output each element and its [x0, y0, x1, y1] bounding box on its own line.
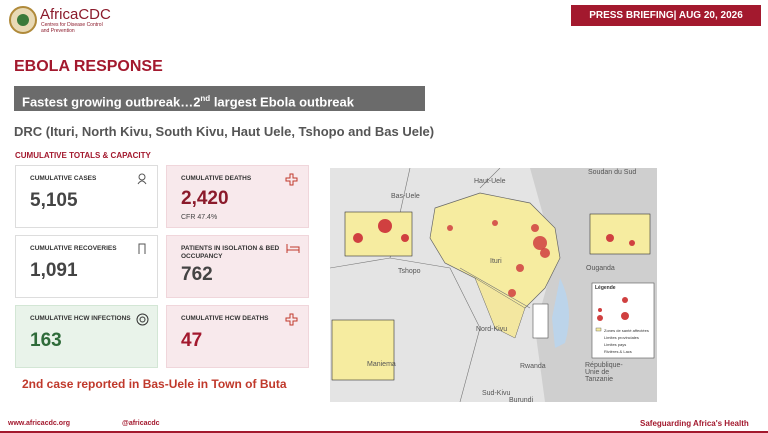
map-label: Soudan du Sud [588, 169, 637, 176]
section: CUMULATIVE TOTALS & CAPACITY [15, 151, 151, 160]
card: CUMULATIVE HCW DEATHS 47 [166, 305, 309, 368]
map-label: République-Unie de Tanzanie [585, 362, 623, 383]
map-label: Rwanda [520, 363, 546, 370]
card: CUMULATIVE HCW INFECTIONS 163 [15, 305, 158, 368]
legend-item: Zones de santé affectées [604, 328, 649, 333]
icon [285, 173, 298, 186]
banner: Fastest growing outbreak…2nd largest Ebo… [14, 86, 425, 111]
card-value: 2,420 [181, 188, 229, 209]
legend-item: Limites pays [604, 342, 627, 347]
card: CUMULATIVE RECOVERIES 1,091 [15, 235, 158, 298]
logo-name: AfricaCDC [40, 6, 111, 23]
title: EBOLA RESPONSE [14, 58, 163, 75]
map-label: Maniema [367, 361, 396, 368]
card-label: CUMULATIVE DEATHS [181, 175, 252, 182]
card-note: CFR 47.4% [181, 214, 218, 221]
social: @africacdc [122, 420, 160, 427]
card-value: 762 [181, 264, 213, 285]
logo-sub: Centres for Disease Control and Preventi… [41, 22, 103, 34]
map-label: Ouganda [586, 265, 615, 272]
card-label: CUMULATIVE HCW INFECTIONS [30, 315, 131, 322]
map-label: Haut-Uele [474, 178, 506, 185]
map-label: Bas-Uele [391, 193, 420, 200]
card-label: PATIENTS IN ISOLATION & BED OCCUPANCY [181, 245, 280, 260]
map-label: Nord-Kivu [476, 326, 508, 333]
legend-item: Rivières & Lacs [604, 349, 632, 354]
card-label: CUMULATIVE RECOVERIES [30, 245, 117, 252]
map [330, 168, 657, 402]
card-label: CUMULATIVE HCW DEATHS [181, 315, 269, 322]
banner-text: Fastest growing outbreak…2 [22, 94, 201, 110]
legend-item: Limites provinciales [604, 335, 639, 340]
map-label: Burundi [509, 397, 534, 404]
card: PATIENTS IN ISOLATION & BED OCCUPANCY 762 [166, 235, 309, 298]
note: 2nd case reported in Bas-Uele in Town of… [22, 377, 287, 391]
map-label: Tshopo [398, 268, 421, 275]
card-value: 5,105 [30, 190, 78, 211]
icon [137, 173, 147, 185]
icon [136, 313, 149, 326]
card: CUMULATIVE DEATHS 2,420 CFR 47.4% [166, 165, 309, 228]
icon [286, 244, 300, 253]
tagline: Safeguarding Africa's Health [640, 419, 749, 428]
footer-bar [0, 431, 768, 433]
icon [138, 243, 146, 254]
icon [285, 313, 298, 326]
card-value: 47 [181, 330, 203, 351]
logo-icon [9, 6, 37, 34]
map-label: Sud-Kivu [482, 390, 511, 397]
banner-text: largest Ebola outbreak [210, 94, 354, 110]
card-label: CUMULATIVE CASES [30, 175, 97, 182]
map-label: Ituri [490, 258, 502, 265]
subtitle: DRC (Ituri, North Kivu, South Kivu, Haut… [14, 124, 435, 139]
banner-sup: nd [200, 94, 211, 103]
card-value: 1,091 [30, 260, 78, 281]
briefing: PRESS BRIEFING| AUG 20, 2026 [571, 5, 761, 26]
website: www.africacdc.org [8, 420, 70, 427]
card-value: 163 [30, 330, 62, 351]
card: CUMULATIVE CASES 5,105 [15, 165, 158, 228]
legend-title: Légende [595, 285, 616, 291]
